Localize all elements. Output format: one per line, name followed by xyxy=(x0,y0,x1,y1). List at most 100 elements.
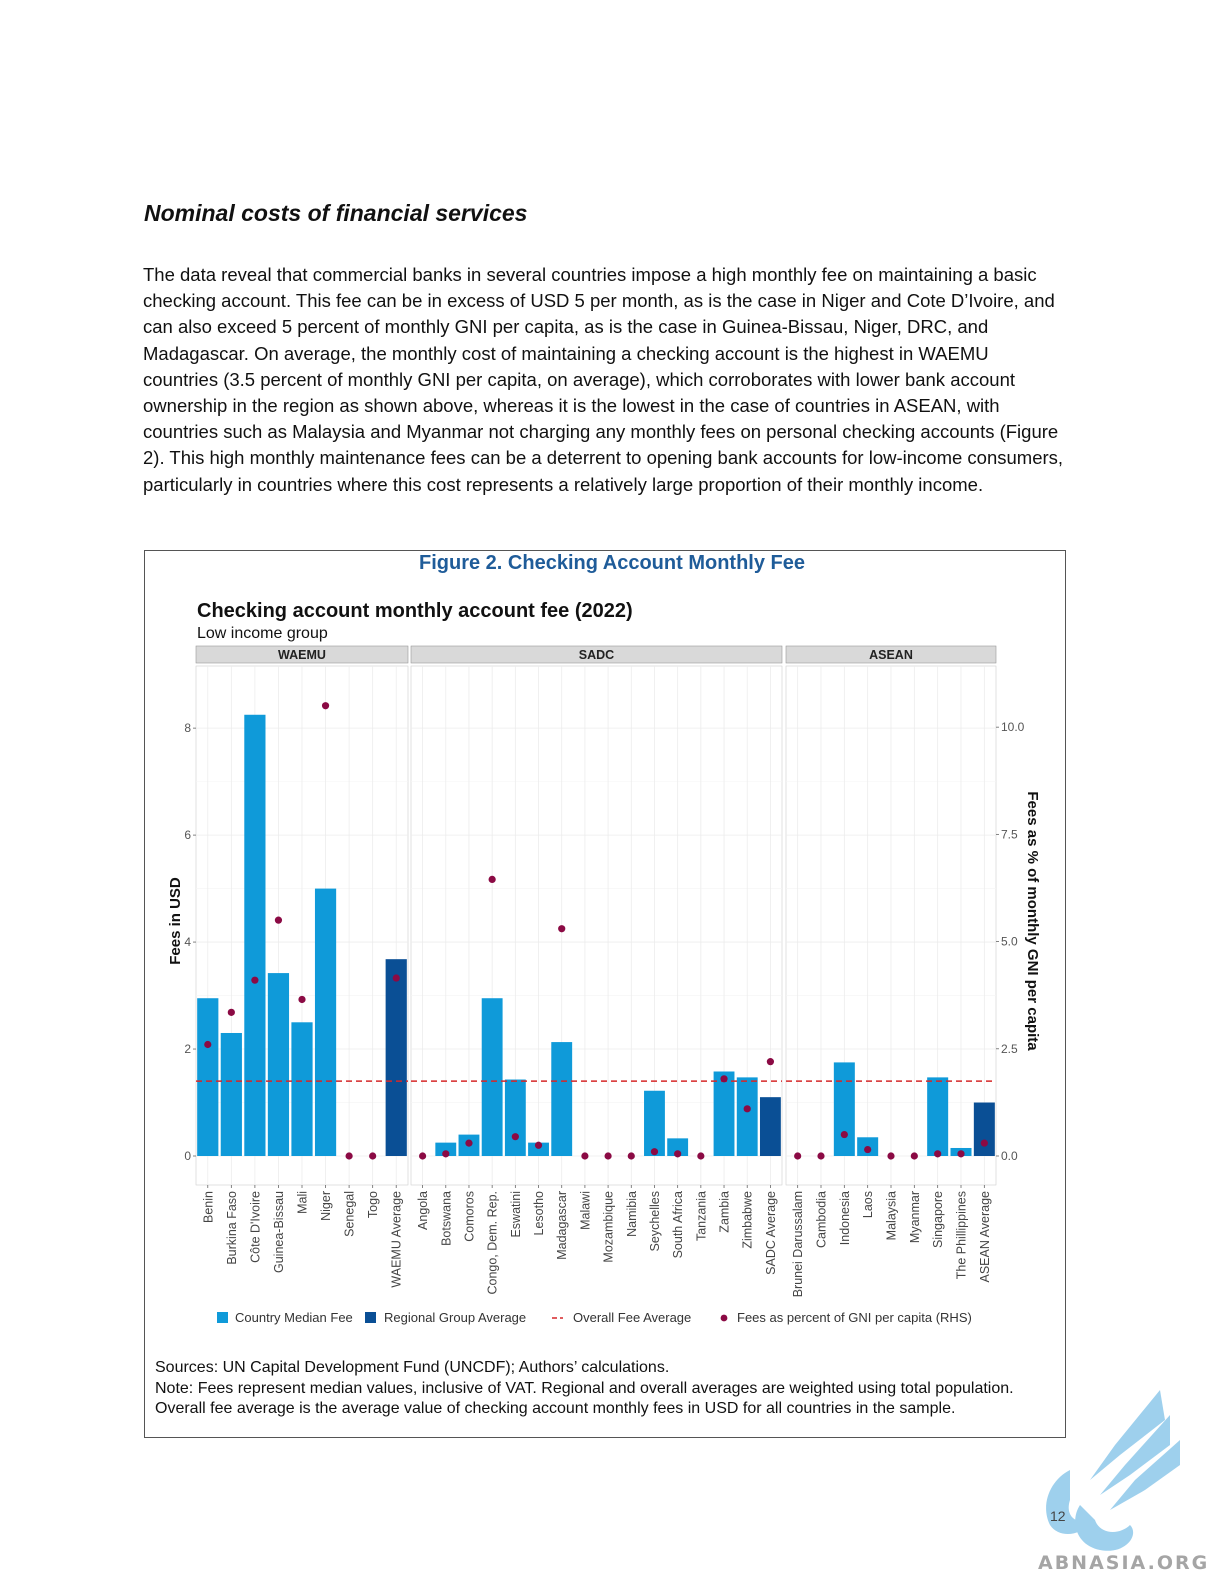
bar-asean-2 xyxy=(833,1062,855,1156)
x-tick-label: Lesotho xyxy=(532,1191,546,1236)
section-heading: Nominal costs of financial services xyxy=(144,200,528,226)
x-tick-label: Namibia xyxy=(625,1191,639,1237)
x-tick-label: Indonesia xyxy=(838,1191,852,1245)
bar-waemu-2 xyxy=(244,714,266,1156)
figure-notes: Sources: UN Capital Development Fund (UN… xyxy=(155,1358,1055,1420)
y-tick-label: 4 xyxy=(184,935,191,949)
point-asean-0 xyxy=(794,1152,802,1160)
point-asean-8 xyxy=(980,1139,988,1147)
chart-legend: Country Median Fee Regional Group Average… xyxy=(217,1310,972,1325)
legend-swatch-country xyxy=(217,1312,228,1323)
panel-sadc: SADC Angola Botswana Comoros Congo, Dem. Rep… xyxy=(410,645,783,1295)
bar-waemu-1 xyxy=(220,1032,242,1156)
x-tick-label: Mozambique xyxy=(602,1191,616,1263)
point-sadc-6 xyxy=(558,925,566,933)
y2-tick-label: 5.0 xyxy=(1001,935,1018,949)
x-tick-label: Mali xyxy=(296,1191,310,1214)
bar-waemu-8 xyxy=(385,959,407,1156)
x-tick-label: Tanzania xyxy=(694,1191,708,1241)
point-asean-7 xyxy=(957,1150,965,1158)
panel-waemu: WAEMU Benin Burkina Faso Côte D'Ivoire Guine… xyxy=(195,645,409,1288)
x-tick-label: Malaysia xyxy=(885,1191,899,1240)
x-tick-label: Singapore xyxy=(931,1191,945,1248)
bar-sadc-10 xyxy=(644,1090,665,1156)
x-tick-label: Zimbabwe xyxy=(741,1191,755,1249)
x-tick-label: Malawi xyxy=(578,1191,592,1230)
bar-sadc-6 xyxy=(551,1042,573,1156)
point-asean-2 xyxy=(840,1130,848,1139)
panel-strip-label: SADC xyxy=(579,648,614,662)
x-tick-label: Eswatini xyxy=(509,1191,523,1238)
point-sadc-1 xyxy=(442,1150,450,1158)
point-waemu-2 xyxy=(251,976,259,984)
legend-label-overall: Overall Fee Average xyxy=(573,1310,691,1325)
y2-tick-label: 7.5 xyxy=(1001,827,1018,841)
point-sadc-10 xyxy=(650,1148,659,1156)
x-tick-label: ASEAN Average xyxy=(978,1191,992,1283)
point-waemu-8 xyxy=(392,974,400,982)
bar-sadc-15 xyxy=(759,1097,781,1156)
page-number: 12 xyxy=(1050,1508,1066,1524)
x-tick-label: Cambodia xyxy=(815,1191,829,1248)
y2-tick-label: 10.0 xyxy=(1001,720,1025,734)
x-tick-label: Senegal xyxy=(343,1191,357,1237)
point-waemu-1 xyxy=(227,1008,235,1016)
y-tick-label: 2 xyxy=(184,1042,191,1056)
body-paragraph: The data reveal that commercial banks in… xyxy=(143,264,1064,495)
x-tick-label: Zambia xyxy=(718,1191,732,1233)
x-tick-label: WAEMU Average xyxy=(390,1191,404,1288)
point-sadc-4 xyxy=(511,1133,519,1141)
point-asean-4 xyxy=(887,1152,895,1160)
figure-frame xyxy=(144,550,1066,1438)
panel-asean: ASEAN Brunei Darussalam Cambodia Indonesia L… xyxy=(785,645,997,1297)
bird-icon xyxy=(1046,1390,1180,1551)
x-tick-label: Benin xyxy=(201,1191,215,1223)
y2-axis-title: Fees as % of monthly GNI per capita xyxy=(1024,791,1041,1051)
chart-subtitle: Low income group xyxy=(197,625,328,642)
bar-waemu-0 xyxy=(197,998,219,1156)
bar-sadc-11 xyxy=(667,1138,689,1156)
legend-label-country: Country Median Fee xyxy=(235,1310,353,1325)
point-sadc-0 xyxy=(418,1152,427,1160)
point-asean-3 xyxy=(864,1145,872,1154)
panel-strip-label: WAEMU xyxy=(278,648,326,662)
y-tick-label: 8 xyxy=(184,721,191,735)
x-tick-label: Niger xyxy=(319,1191,333,1221)
watermark-text: ABNASIA.ORG xyxy=(1038,1552,1209,1574)
y-tick-label: 0 xyxy=(184,1149,191,1163)
x-tick-label: SADC Average xyxy=(764,1191,778,1275)
y-tick-label: 6 xyxy=(184,828,191,842)
bar-asean-8 xyxy=(973,1102,995,1156)
point-sadc-9 xyxy=(627,1152,635,1160)
legend-swatch-points xyxy=(720,1314,728,1322)
point-sadc-5 xyxy=(534,1141,543,1149)
bar-waemu-4 xyxy=(291,1022,313,1156)
bar-waemu-5 xyxy=(314,888,337,1156)
point-asean-6 xyxy=(934,1150,942,1158)
x-tick-label: Laos xyxy=(861,1191,875,1218)
legend-swatch-regional xyxy=(365,1312,376,1323)
bar-asean-6 xyxy=(927,1077,949,1156)
panel-strip xyxy=(410,645,783,664)
x-tick-label: South Africa xyxy=(671,1191,685,1258)
x-tick-label: Congo, Dem. Rep. xyxy=(486,1191,500,1295)
x-tick-label: Madagascar xyxy=(555,1191,569,1260)
point-asean-5 xyxy=(910,1152,918,1160)
panel-strip xyxy=(785,645,997,664)
x-tick-label: Guinea-Bissau xyxy=(272,1191,286,1273)
point-sadc-13 xyxy=(720,1075,728,1083)
figure-sources: Sources: UN Capital Development Fund (UN… xyxy=(155,1359,670,1376)
point-sadc-3 xyxy=(488,875,496,884)
x-tick-label: Burkina Faso xyxy=(225,1191,239,1265)
bar-sadc-3 xyxy=(481,998,503,1156)
figure-caption: Figure 2. Checking Account Monthly Fee xyxy=(419,552,805,574)
panels: WAEMU Benin Burkina Faso Côte D'Ivoire Guine… xyxy=(195,645,997,1297)
legend-label-regional: Regional Group Average xyxy=(384,1310,526,1325)
point-waemu-7 xyxy=(369,1152,377,1160)
point-waemu-3 xyxy=(274,916,283,924)
x-tick-label: Comoros xyxy=(462,1191,476,1242)
bar-waemu-3 xyxy=(267,973,290,1156)
x-tick-label: Botswana xyxy=(439,1191,453,1246)
point-sadc-2 xyxy=(465,1139,473,1147)
point-sadc-8 xyxy=(604,1152,612,1160)
